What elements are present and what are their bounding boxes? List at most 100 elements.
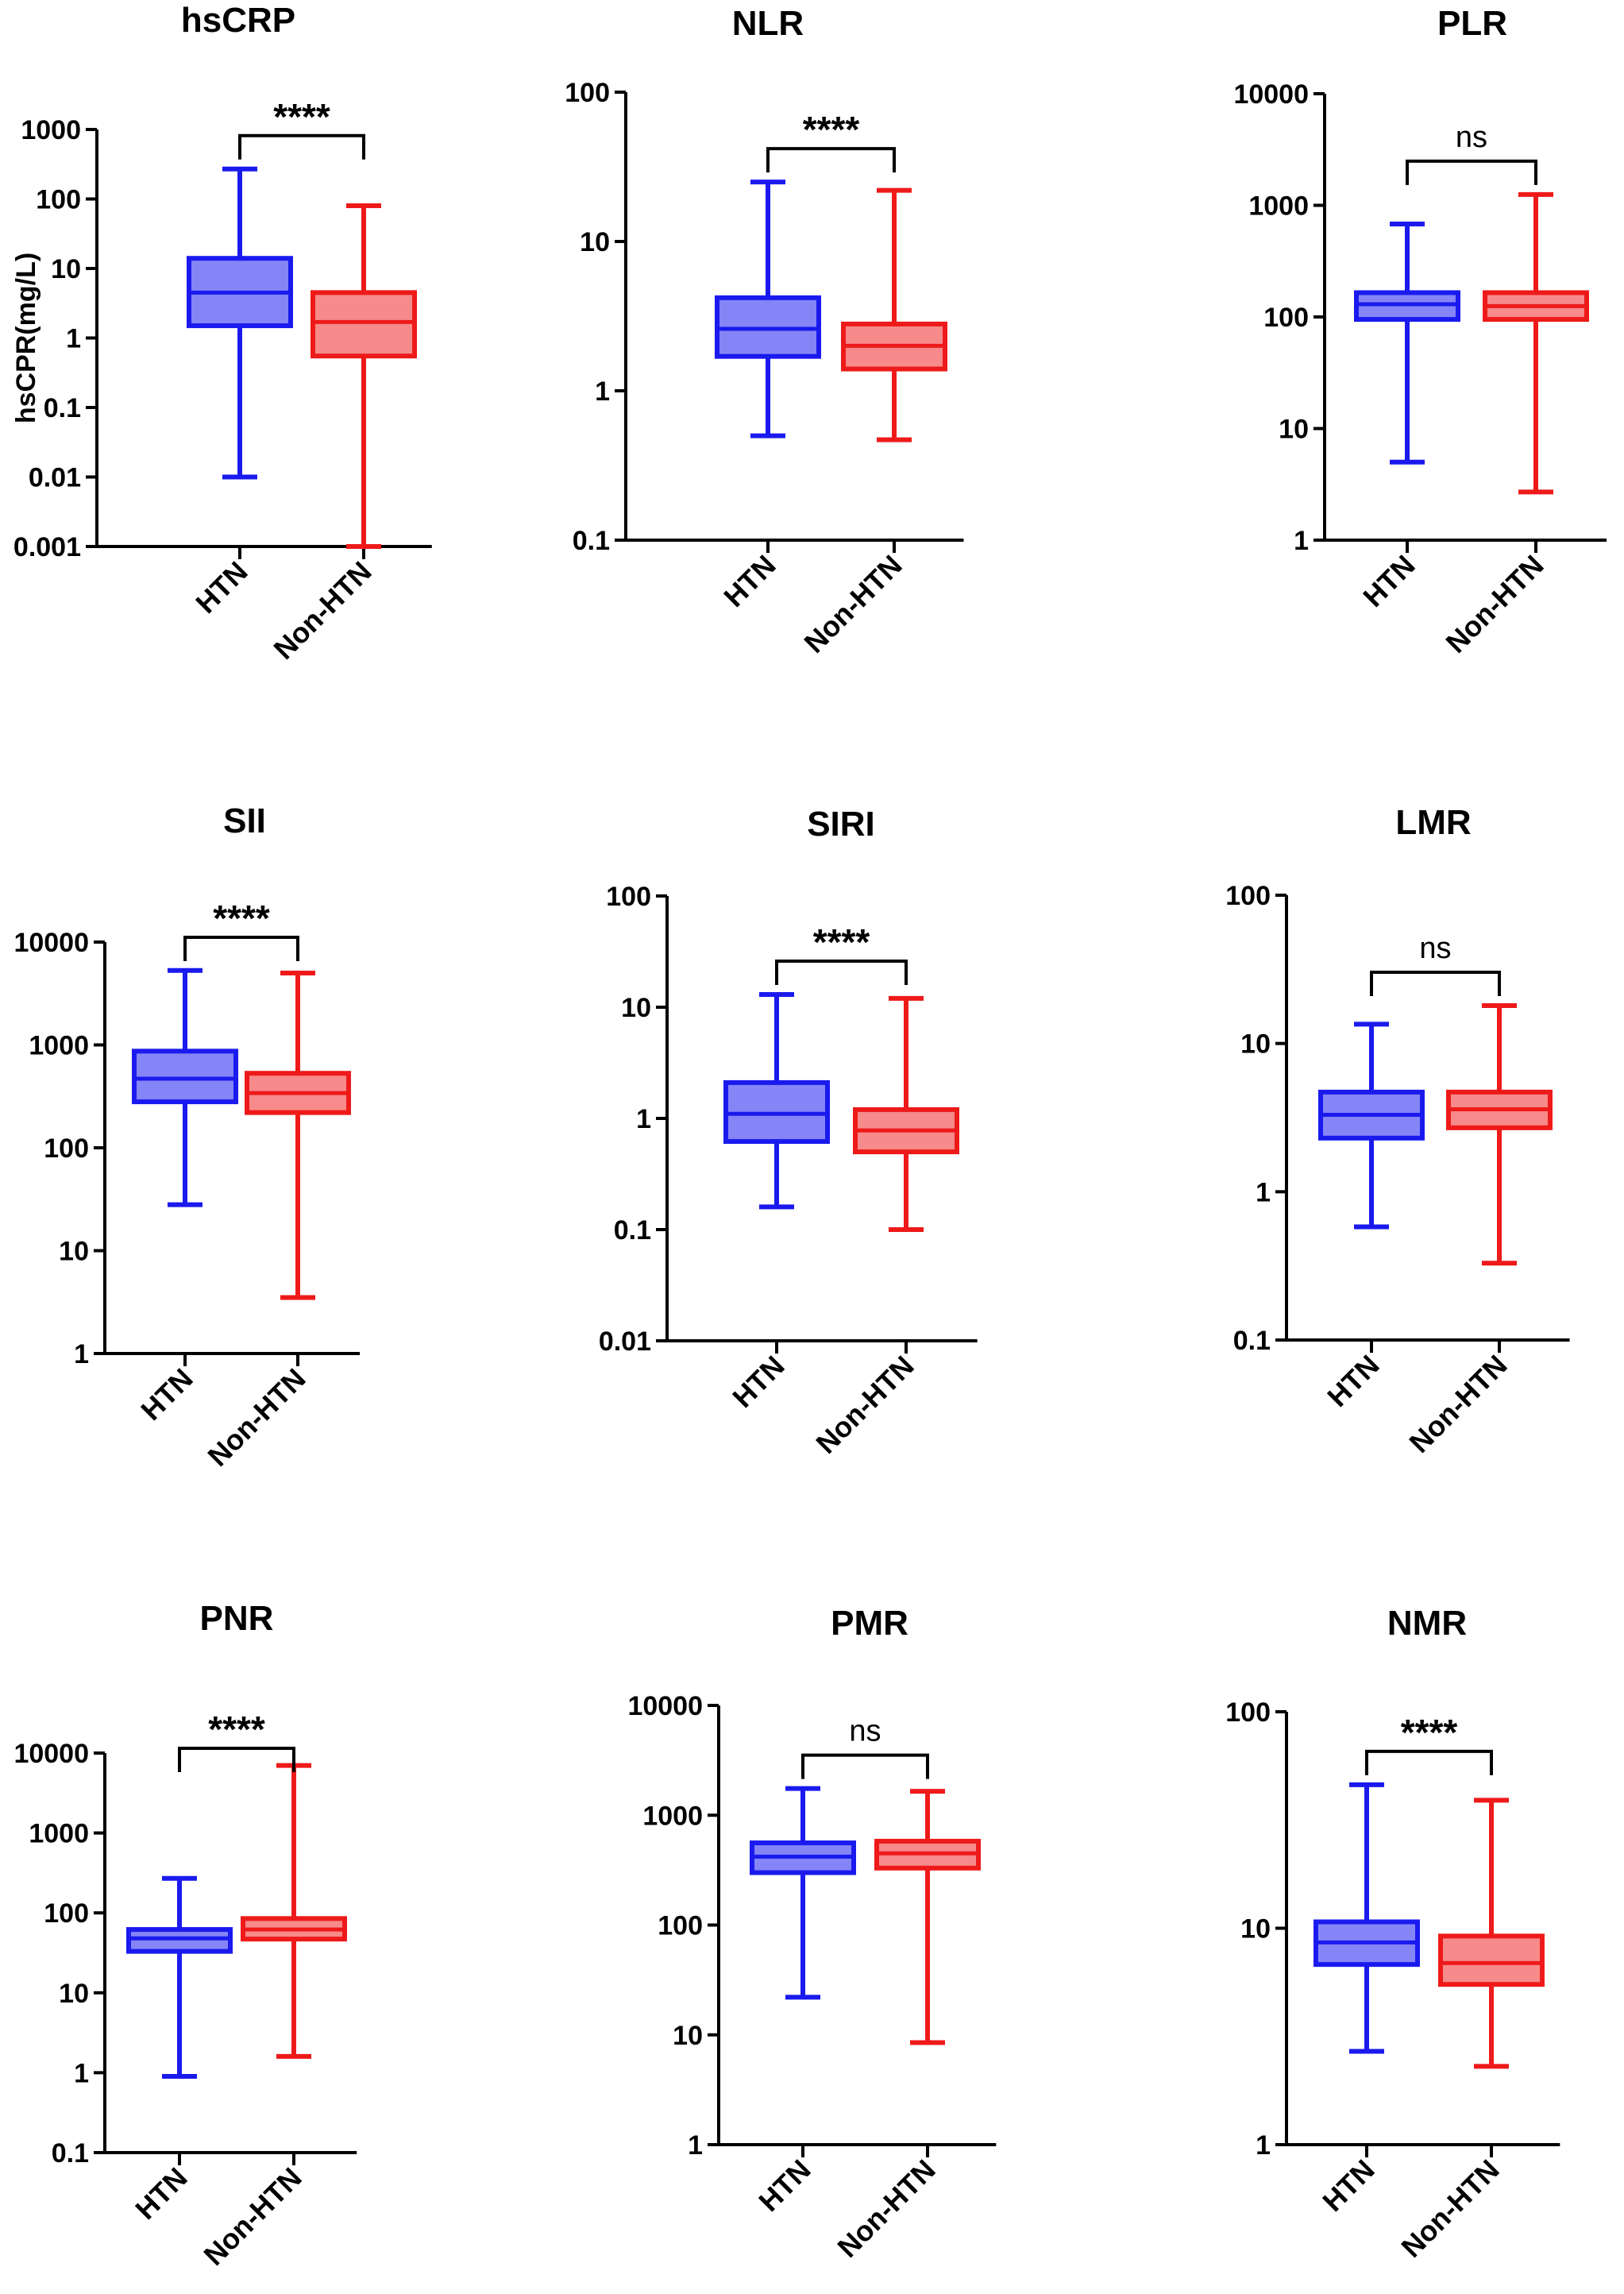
significance-bracket: **** bbox=[766, 109, 896, 173]
y-tick-label: 1000 bbox=[29, 1031, 89, 1061]
x-category-label: Non-HTN bbox=[809, 1350, 920, 1460]
x-category-label: HTN bbox=[134, 1362, 199, 1427]
x-category-label: HTN bbox=[726, 1350, 790, 1414]
box-non-htn bbox=[241, 1763, 347, 2059]
chart-panel-nlr: NLR 0.1 1 10 100 HTN Non-HTN **** bbox=[565, 4, 964, 659]
significance-label: ns bbox=[1419, 932, 1451, 965]
y-tick-label: 10 bbox=[1240, 1914, 1271, 1944]
significance-label: ns bbox=[849, 1715, 881, 1748]
chart-title: PLR bbox=[1437, 4, 1507, 43]
y-tick-label: 100 bbox=[44, 1133, 89, 1164]
chart-panel-siri: SIRI 0.01 0.1 1 10 100 HTN Non-HTN **** bbox=[599, 805, 978, 1460]
y-tick-label: 1000 bbox=[21, 115, 81, 145]
x-category-label: Non-HTN bbox=[831, 2153, 941, 2264]
x-category-label: Non-HTN bbox=[197, 2161, 307, 2272]
y-tick-label: 100 bbox=[1225, 1697, 1271, 1728]
x-category-label: HTN bbox=[717, 549, 781, 613]
significance-bracket: **** bbox=[238, 96, 365, 160]
bracket-line bbox=[775, 960, 908, 986]
box-htn bbox=[1318, 1021, 1425, 1230]
significance-label: **** bbox=[208, 1709, 265, 1750]
x-category-label: Non-HTN bbox=[797, 549, 908, 659]
y-tick-label: 100 bbox=[1225, 881, 1271, 911]
box-htn bbox=[715, 180, 821, 438]
y-tick-label: 1 bbox=[688, 2130, 703, 2161]
chart-panel-pmr: PMR 1 10 100 1000 10000 HTN Non-HTN ns bbox=[627, 1604, 997, 2264]
x-category-label: HTN bbox=[1321, 1349, 1385, 1413]
y-tick-label: 0.1 bbox=[614, 1215, 651, 1245]
significance-label: ns bbox=[1456, 121, 1487, 154]
y-tick-label: 10 bbox=[59, 1237, 89, 1267]
significance-label: **** bbox=[273, 96, 330, 137]
chart-title: PNR bbox=[200, 1599, 274, 1638]
box-non-htn bbox=[311, 203, 417, 549]
significance-label: **** bbox=[213, 898, 270, 939]
y-tick-label: 1 bbox=[74, 1339, 89, 1369]
box-htn bbox=[126, 1875, 233, 2080]
bracket-line bbox=[766, 147, 896, 173]
chart-title: LMR bbox=[1395, 803, 1471, 842]
y-tick-label: 10 bbox=[59, 1979, 89, 2009]
chart-panel-hscrp: hsCRP hsCPR(mg/L) 0.001 0.01 0.1 1 10 100 1000 HT… bbox=[11, 1, 432, 666]
chart-panel-plr: PLR 1 10 100 1000 10000 HTN Non-HTN ns bbox=[1233, 4, 1607, 659]
box-htn bbox=[723, 992, 830, 1210]
significance-bracket: ns bbox=[1370, 932, 1501, 997]
chart-title: NMR bbox=[1387, 1604, 1467, 1643]
x-category-label: HTN bbox=[1356, 549, 1421, 613]
box-iqr bbox=[132, 1049, 238, 1105]
chart-title: PMR bbox=[831, 1604, 908, 1643]
box-htn bbox=[132, 967, 238, 1207]
chart-panel-lmr: LMR 0.1 1 10 100 HTN Non-HTN ns bbox=[1225, 803, 1570, 1459]
significance-label: **** bbox=[803, 109, 860, 150]
box-non-htn bbox=[245, 970, 351, 1300]
box-non-htn bbox=[841, 187, 947, 442]
y-tick-label: 0.1 bbox=[1233, 1326, 1271, 1356]
y-tick-label: 100 bbox=[36, 185, 81, 215]
box-htn bbox=[187, 166, 293, 480]
y-tick-label: 100 bbox=[1263, 303, 1309, 333]
box-non-htn bbox=[1483, 191, 1589, 495]
y-tick-label: 0.01 bbox=[29, 463, 81, 493]
significance-label: **** bbox=[1401, 1712, 1458, 1753]
chart-title: SII bbox=[223, 801, 266, 840]
bracket-line bbox=[238, 133, 365, 160]
bracket-line bbox=[1406, 159, 1537, 185]
x-category-label: Non-HTN bbox=[1439, 549, 1549, 659]
significance-bracket: **** bbox=[183, 898, 299, 961]
y-tick-label: 1000 bbox=[642, 1801, 703, 1831]
y-tick-label: 1 bbox=[1256, 1177, 1271, 1207]
x-category-label: HTN bbox=[189, 555, 253, 620]
x-category-label: Non-HTN bbox=[1394, 2153, 1505, 2264]
y-tick-label: 100 bbox=[606, 882, 651, 912]
significance-bracket: ns bbox=[801, 1715, 929, 1779]
significance-bracket: **** bbox=[178, 1709, 295, 1772]
chart-panel-nmr: NMR 1 10 100 HTN Non-HTN **** bbox=[1225, 1604, 1560, 2264]
x-category-label: Non-HTN bbox=[267, 555, 377, 666]
box-non-htn bbox=[1446, 1003, 1553, 1266]
y-tick-label: 1000 bbox=[29, 1819, 89, 1849]
y-tick-label: 10000 bbox=[627, 1691, 703, 1721]
y-tick-label: 0.1 bbox=[52, 2138, 89, 2168]
box-htn bbox=[1313, 1782, 1420, 2054]
bracket-line bbox=[801, 1753, 929, 1779]
significance-label: **** bbox=[813, 921, 870, 963]
bracket-line bbox=[1365, 1749, 1493, 1775]
y-tick-label: 10 bbox=[580, 227, 610, 257]
y-tick-label: 0.1 bbox=[44, 393, 81, 423]
y-tick-label: 1 bbox=[636, 1104, 651, 1134]
chart-panel-sii: SII 1 10 100 1000 10000 HTN Non-HTN **** bbox=[14, 801, 361, 1473]
y-tick-label: 10 bbox=[621, 993, 651, 1023]
y-tick-label: 1 bbox=[1256, 2130, 1271, 2161]
y-axis-label: hsCPR(mg/L) bbox=[11, 253, 41, 423]
y-tick-label: 10 bbox=[1279, 415, 1309, 445]
bracket-line bbox=[1370, 971, 1501, 997]
box-non-htn bbox=[1438, 1798, 1545, 2069]
chart-title: SIRI bbox=[807, 805, 875, 844]
bracket-line bbox=[183, 936, 299, 961]
y-tick-label: 100 bbox=[658, 1911, 703, 1941]
y-tick-label: 10 bbox=[51, 254, 81, 284]
box-iqr bbox=[126, 1927, 233, 1954]
x-category-label: Non-HTN bbox=[201, 1362, 311, 1473]
y-tick-label: 1 bbox=[1294, 526, 1309, 556]
